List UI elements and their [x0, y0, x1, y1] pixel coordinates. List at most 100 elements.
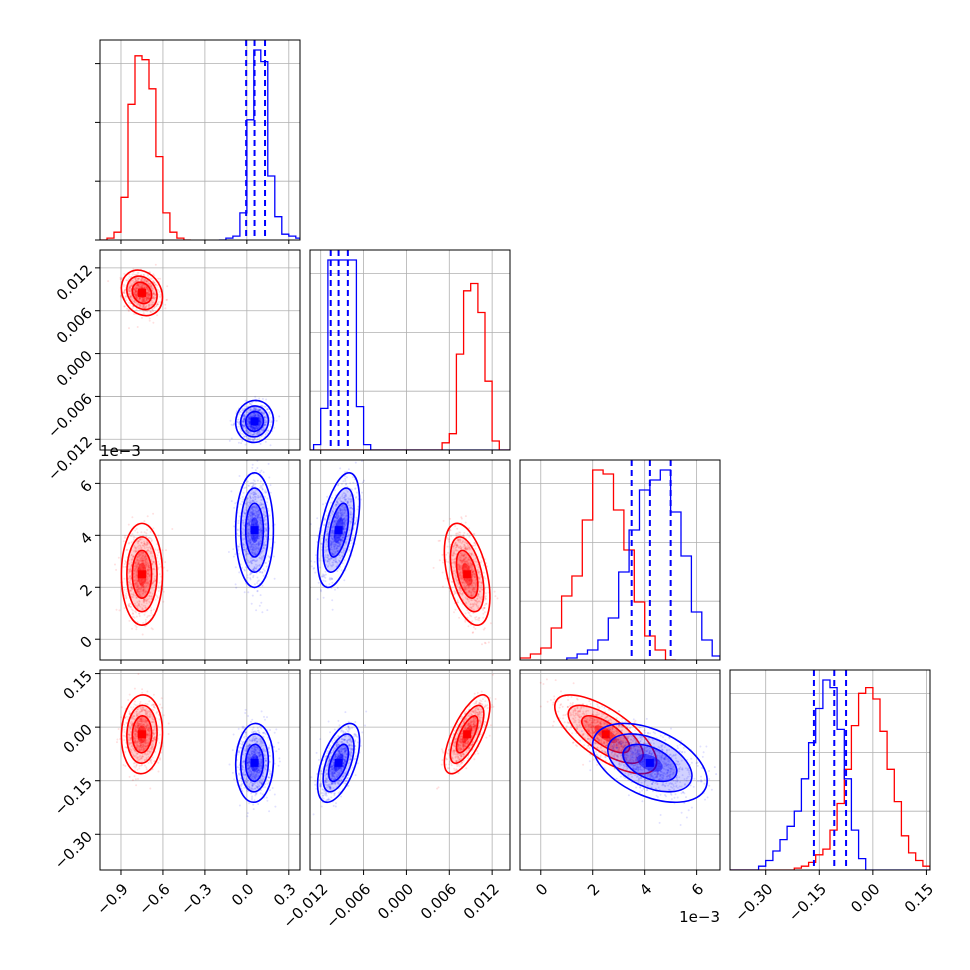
- data-point: [248, 422, 251, 425]
- data-point: [156, 303, 159, 306]
- data-point: [316, 598, 319, 601]
- data-point: [131, 273, 134, 276]
- data-point: [259, 408, 262, 411]
- data-point: [152, 568, 155, 571]
- data-point: [258, 422, 261, 424]
- data-point: [236, 421, 239, 424]
- data-point: [152, 527, 155, 530]
- data-point: [253, 414, 256, 417]
- data-point: [139, 284, 142, 287]
- data-point: [141, 556, 144, 559]
- data-point: [147, 293, 150, 296]
- data-point: [138, 297, 141, 300]
- data-point: [265, 424, 268, 426]
- data-point: [131, 279, 134, 282]
- data-point: [138, 594, 141, 597]
- data-point: [254, 469, 257, 472]
- data-point: [140, 558, 143, 561]
- data-point: [139, 559, 142, 562]
- data-point: [134, 579, 137, 582]
- data-point: [152, 560, 155, 563]
- data-point: [256, 414, 259, 417]
- data-point: [150, 284, 153, 287]
- data-point: [148, 600, 151, 603]
- contour-red-0: [120, 269, 164, 317]
- data-point: [152, 608, 155, 611]
- data-point: [263, 423, 266, 426]
- data-point: [142, 554, 145, 557]
- data-point: [235, 586, 238, 589]
- data-point: [260, 429, 263, 432]
- data-point: [241, 420, 244, 423]
- data-point: [142, 298, 145, 301]
- data-point: [123, 305, 126, 308]
- data-point: [248, 439, 251, 441]
- data-point: [243, 417, 246, 420]
- data-point: [258, 423, 261, 426]
- data-point: [136, 277, 139, 280]
- data-point: [148, 574, 151, 577]
- data-point: [152, 280, 155, 282]
- data-point: [128, 290, 131, 293]
- data-point: [152, 561, 155, 564]
- data-point: [123, 290, 126, 293]
- data-point: [249, 425, 252, 428]
- data-point: [257, 415, 260, 418]
- data-point: [142, 592, 145, 595]
- data-point: [263, 424, 266, 427]
- data-point: [257, 546, 260, 549]
- data-point: [153, 297, 156, 300]
- data-point: [135, 576, 138, 579]
- data-point: [258, 425, 261, 428]
- data-point: [123, 288, 126, 291]
- data-point: [256, 426, 259, 428]
- data-point: [136, 555, 139, 558]
- data-point: [249, 438, 252, 441]
- data-point: [136, 565, 138, 568]
- data-point: [136, 584, 139, 587]
- data-point: [349, 458, 351, 460]
- data-point: [241, 424, 244, 427]
- data-point: [139, 297, 142, 300]
- data-point: [255, 425, 258, 428]
- data-point: [134, 301, 136, 304]
- data-point: [144, 279, 147, 282]
- data-point: [256, 425, 259, 428]
- data-point: [142, 604, 145, 607]
- data-point: [147, 566, 150, 569]
- data-point: [247, 436, 250, 439]
- data-point: [467, 625, 470, 628]
- data-point: [143, 542, 146, 545]
- data-point: [259, 519, 262, 522]
- data-point: [130, 588, 133, 591]
- data-point: [143, 584, 146, 587]
- data-point: [246, 430, 249, 432]
- data-point: [265, 408, 268, 411]
- data-point: [143, 300, 146, 303]
- data-point: [262, 426, 265, 429]
- data-point: [131, 586, 133, 589]
- data-point: [134, 293, 136, 296]
- data-point: [263, 412, 266, 415]
- data-point: [146, 281, 149, 284]
- data-point: [131, 307, 134, 310]
- data-point: [149, 601, 152, 604]
- data-point: [460, 517, 463, 520]
- data-point: [248, 417, 250, 420]
- data-point: [250, 425, 253, 428]
- data-point: [138, 303, 141, 306]
- data-point: [162, 566, 165, 569]
- data-point: [151, 539, 153, 542]
- data-point: [242, 424, 244, 427]
- data-point: [256, 413, 259, 416]
- data-point: [129, 606, 132, 609]
- data-point: [148, 614, 151, 617]
- data-point: [243, 419, 246, 422]
- data-point: [273, 541, 276, 544]
- data-point: [146, 575, 149, 578]
- data-point: [125, 295, 128, 298]
- data-point: [152, 310, 155, 313]
- data-point: [132, 550, 135, 553]
- data-point: [147, 293, 150, 296]
- data-point: [254, 427, 256, 430]
